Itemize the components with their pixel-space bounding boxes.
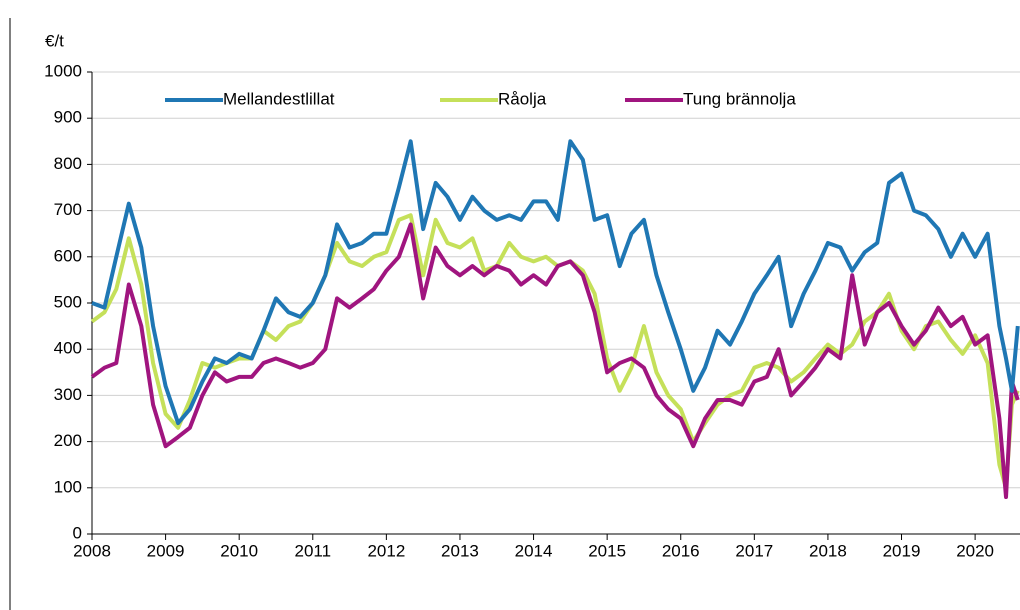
y-tick-label: 300 — [54, 385, 82, 404]
x-tick-label: 2016 — [662, 541, 700, 560]
y-tick-label: 900 — [54, 108, 82, 127]
x-tick-label: 2013 — [441, 541, 479, 560]
legend-label: Råolja — [498, 89, 547, 108]
y-tick-label: 800 — [54, 154, 82, 173]
y-tick-label: 400 — [54, 339, 82, 358]
x-tick-label: 2015 — [588, 541, 626, 560]
x-tick-label: 2008 — [73, 541, 111, 560]
legend-label: Mellandestlillat — [223, 89, 335, 108]
line-series — [90, 213, 1020, 490]
y-tick-label: 1000 — [44, 61, 82, 80]
x-tick-label: 2020 — [956, 541, 994, 560]
x-tick-label: 2017 — [735, 541, 773, 560]
x-tick-label: 2010 — [220, 541, 258, 560]
x-tick-label: 2019 — [883, 541, 921, 560]
line-series — [91, 139, 1020, 426]
y-tick-label: 700 — [54, 200, 82, 219]
x-tick-label: 2011 — [294, 541, 331, 560]
y-tick-label: 0 — [73, 523, 82, 542]
y-tick-label: 200 — [54, 431, 82, 450]
line-series — [90, 222, 1020, 500]
x-tick-label: 2012 — [367, 541, 405, 560]
x-tick-label: 2009 — [147, 541, 185, 560]
x-tick-label: 2014 — [515, 541, 553, 560]
y-tick-label: 100 — [54, 477, 82, 496]
y-tick-label: 500 — [54, 292, 82, 311]
legend-label: Tung brännolja — [683, 89, 796, 108]
y-axis-label: €/t — [45, 31, 64, 50]
x-tick-label: 2018 — [809, 541, 847, 560]
y-tick-label: 600 — [54, 246, 82, 265]
